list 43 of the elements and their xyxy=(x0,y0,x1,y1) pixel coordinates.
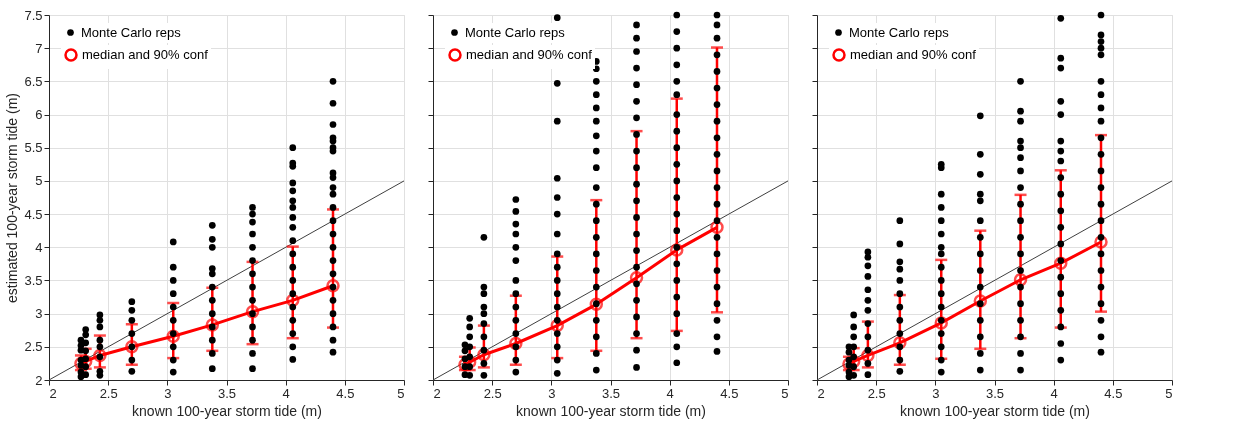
x-tick-label: 4 xyxy=(1050,385,1058,401)
x-tick-label: 4.5 xyxy=(336,385,355,401)
y-tick-label: 6 xyxy=(35,107,43,123)
x-tick-label: 2 xyxy=(49,385,57,401)
y-tick-label: 2.5 xyxy=(24,339,43,355)
y-tick-label: 3.5 xyxy=(24,272,43,288)
y-axis-title: estimated 100-year storm tide (m) xyxy=(4,92,21,304)
legend-label: Monte Carlo reps xyxy=(81,24,182,40)
legend-label: Monte Carlo reps xyxy=(849,24,950,40)
x-tick-label: 3 xyxy=(932,385,940,401)
x-tick-label: 3.5 xyxy=(985,385,1005,401)
x-axis-title: known 100-year storm tide (m) xyxy=(516,402,706,419)
y-tick-label: 6.5 xyxy=(24,73,43,89)
x-tick-label: 2 xyxy=(817,385,825,401)
x-tick-label: 3 xyxy=(548,385,556,401)
y-tick-label: 4 xyxy=(35,239,43,255)
y-tick-label: 3 xyxy=(35,306,43,322)
x-tick-label: 3 xyxy=(164,385,172,401)
x-tick-label: 4 xyxy=(282,385,290,401)
x-tick-label: 5 xyxy=(1165,385,1173,401)
x-axis-title: known 100-year storm tide (m) xyxy=(132,402,322,419)
x-axis-title: known 100-year storm tide (m) xyxy=(900,402,1090,419)
x-tick-label: 4 xyxy=(666,385,674,401)
y-tick-label: 7 xyxy=(35,40,43,56)
x-tick-label: 4.5 xyxy=(720,385,739,401)
x-tick-label: 5 xyxy=(397,385,405,401)
y-tick-label: 7.5 xyxy=(24,7,43,23)
y-tick-label: 5.5 xyxy=(24,140,43,156)
x-tick-label: 3.5 xyxy=(601,385,621,401)
x-tick-label: 2.5 xyxy=(483,385,502,401)
x-tick-label: 2.5 xyxy=(99,385,118,401)
y-tick-label: 4.5 xyxy=(24,206,43,222)
x-tick-label: 5 xyxy=(781,385,789,401)
legend-label: median and 90% conf xyxy=(466,47,593,62)
y-tick-label: 2 xyxy=(35,372,43,388)
y-tick-label: 5 xyxy=(35,173,43,189)
legend-label: median and 90% conf xyxy=(850,47,977,62)
legend-label: median and 90% conf xyxy=(82,47,209,62)
legend-label: Monte Carlo reps xyxy=(465,24,566,40)
x-tick-label: 4.5 xyxy=(1104,385,1123,401)
x-tick-label: 2 xyxy=(433,385,441,401)
x-tick-label: 3.5 xyxy=(217,385,237,401)
x-tick-label: 2.5 xyxy=(867,385,886,401)
